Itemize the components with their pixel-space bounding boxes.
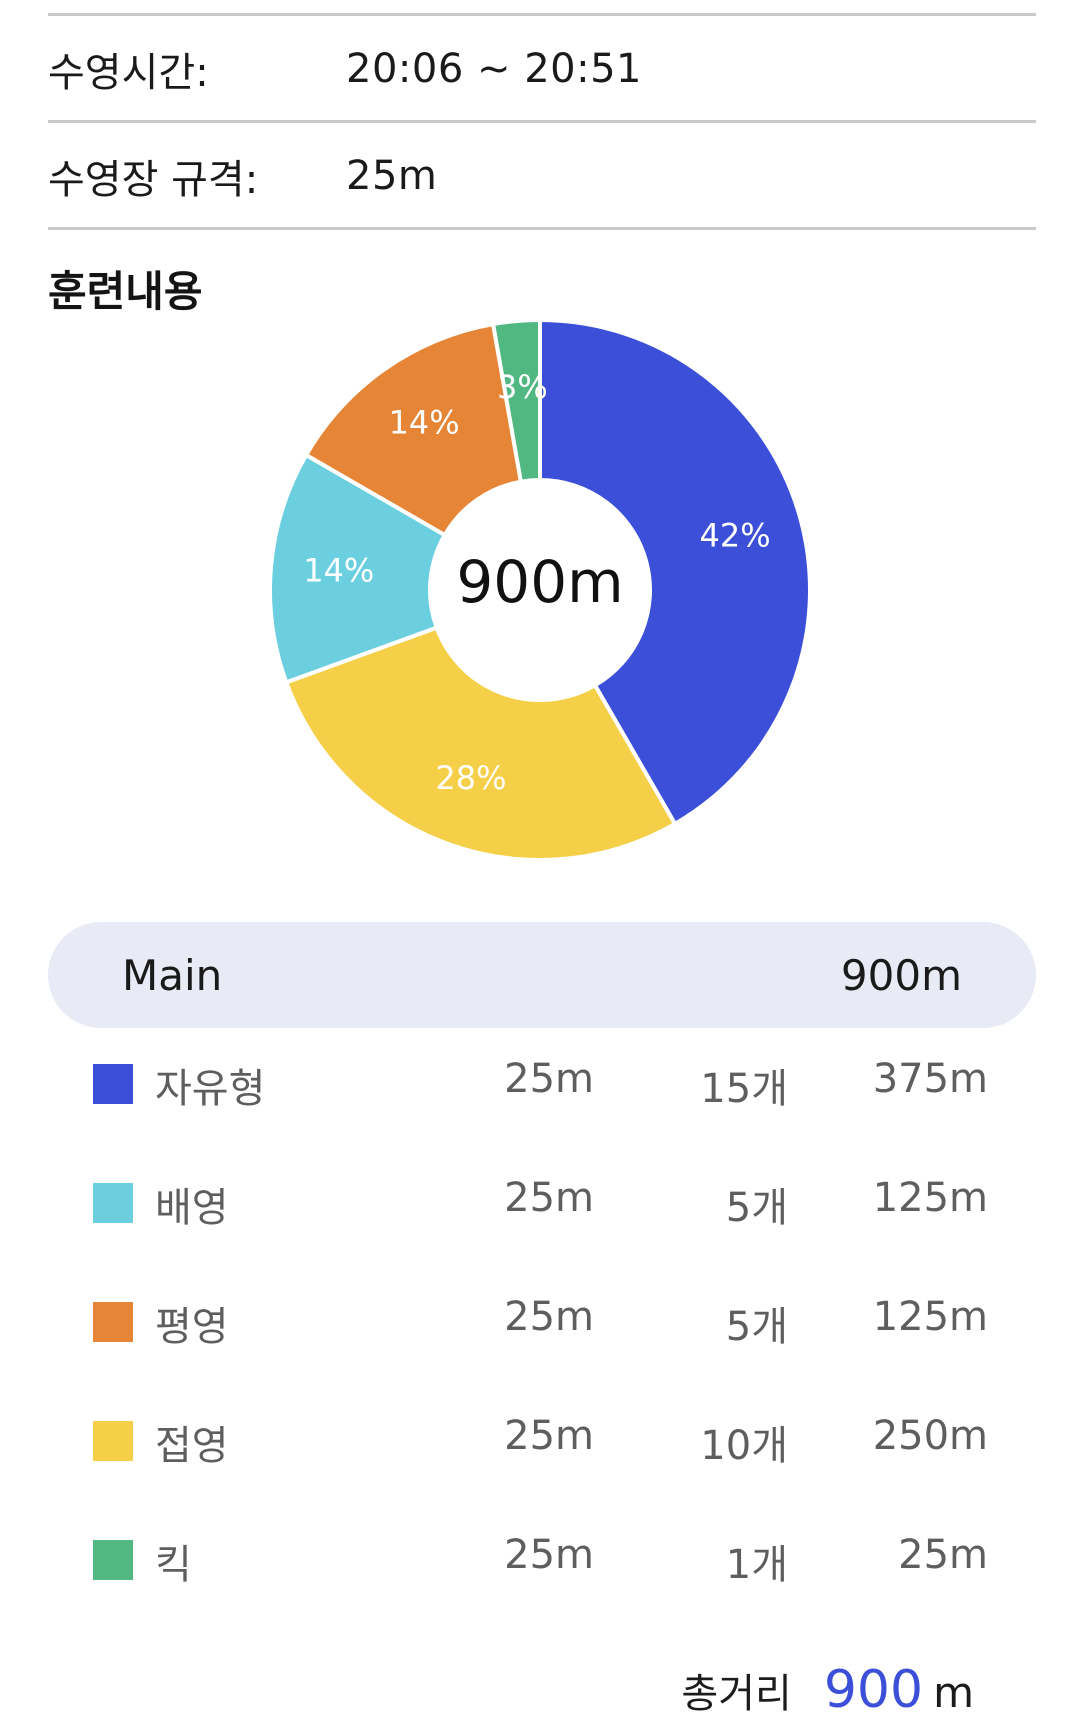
stroke-name: 배영 [155, 1185, 229, 1231]
divider [48, 13, 1036, 16]
main-set-distance: 900m [840, 950, 962, 1000]
stroke-name: 자유형 [155, 1066, 266, 1112]
stroke-name: 접영 [155, 1423, 229, 1469]
stroke-count: 5개 [725, 1185, 788, 1231]
pool-size-label: 수영장 규격: [48, 157, 259, 203]
donut-center-label: 900m [456, 548, 623, 616]
divider [48, 227, 1036, 230]
stroke-count: 1개 [725, 1542, 788, 1588]
donut-slice-label: 3% [497, 368, 548, 406]
total-distance-unit: m [933, 1668, 974, 1717]
stroke-count: 10개 [700, 1423, 788, 1469]
stroke-pool-length: 25m [504, 1175, 594, 1221]
stroke-pool-length: 25m [504, 1294, 594, 1340]
stroke-pool-length: 25m [504, 1413, 594, 1459]
donut-slice [303, 321, 524, 538]
main-set-label: Main [122, 950, 223, 1000]
color-swatch [93, 1302, 133, 1342]
stroke-distance: 125m [872, 1175, 988, 1221]
donut-slice-label: 14% [389, 404, 460, 442]
list-item: 접영 25m 10개 250m [0, 1385, 1080, 1504]
pool-size-row: 수영장 규격: 25m [48, 124, 1036, 228]
stroke-distance: 125m [872, 1294, 988, 1340]
pool-size-value: 25m [346, 153, 438, 199]
color-swatch [93, 1421, 133, 1461]
stroke-count: 5개 [725, 1304, 788, 1350]
stroke-list: 자유형 25m 15개 375m 배영 25m 5개 125m 평영 25m 5… [0, 1028, 1080, 1623]
donut-chart-svg: 42% 28% 14% 14% 3% 900m [268, 317, 812, 862]
donut-slice [490, 317, 542, 484]
total-distance-value: 900 [823, 1660, 924, 1720]
color-swatch [93, 1183, 133, 1223]
swim-time-value: 20:06 ~ 20:51 [346, 46, 642, 92]
stroke-name: 킥 [155, 1542, 192, 1588]
list-item: 자유형 25m 15개 375m [0, 1028, 1080, 1147]
swim-time-row: 수영시간: 20:06 ~ 20:51 [48, 17, 1036, 121]
color-swatch [93, 1064, 133, 1104]
training-donut-chart: 42% 28% 14% 14% 3% 900m [0, 300, 1080, 880]
stroke-pool-length: 25m [504, 1532, 594, 1578]
stroke-pool-length: 25m [504, 1056, 594, 1102]
donut-slice [538, 317, 812, 827]
total-distance: 총거리 900 m [681, 1660, 974, 1720]
donut-slice-label: 14% [303, 551, 374, 589]
training-content-title: 훈련내용 [48, 267, 203, 316]
stroke-count: 15개 [700, 1066, 788, 1112]
list-item: 배영 25m 5개 125m [0, 1147, 1080, 1266]
divider [48, 120, 1036, 123]
stroke-distance: 25m [898, 1532, 988, 1578]
swim-time-label: 수영시간: [48, 50, 209, 96]
main-set-header: Main 900m [48, 922, 1036, 1028]
stroke-distance: 375m [872, 1056, 988, 1102]
list-item: 킥 25m 1개 25m [0, 1504, 1080, 1623]
stroke-distance: 250m [872, 1413, 988, 1459]
color-swatch [93, 1540, 133, 1580]
donut-slice-label: 42% [700, 517, 771, 555]
stroke-name: 평영 [155, 1304, 229, 1350]
total-distance-label: 총거리 [681, 1671, 792, 1717]
donut-slice [283, 625, 678, 862]
list-item: 평영 25m 5개 125m [0, 1266, 1080, 1385]
donut-slice-label: 28% [435, 759, 506, 797]
